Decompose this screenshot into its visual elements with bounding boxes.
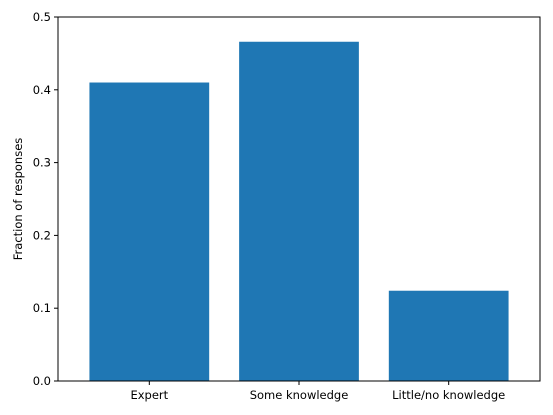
y-tick-label: 0.2	[33, 228, 51, 242]
y-tick-label: 0.0	[33, 374, 51, 388]
bar-little-no-knowledge	[388, 290, 509, 381]
y-axis-label: Fraction of responses	[11, 138, 25, 261]
bar-some-knowledge	[239, 41, 359, 381]
x-axis: Expert Some knowledge Little/no knowledge	[130, 381, 505, 402]
y-tick-label: 0.5	[33, 10, 51, 24]
bar-expert	[89, 82, 210, 382]
y-tick-label: 0.3	[33, 156, 51, 170]
y-tick-label: 0.4	[33, 83, 51, 97]
bars-group	[89, 41, 509, 382]
x-tick-label: Some knowledge	[250, 388, 349, 402]
y-tick-label: 0.1	[33, 301, 51, 315]
x-tick-label: Little/no knowledge	[392, 388, 505, 402]
y-axis: 0.0 0.1 0.2 0.3 0.4 0.5	[33, 10, 58, 388]
x-tick-label: Expert	[130, 388, 168, 402]
